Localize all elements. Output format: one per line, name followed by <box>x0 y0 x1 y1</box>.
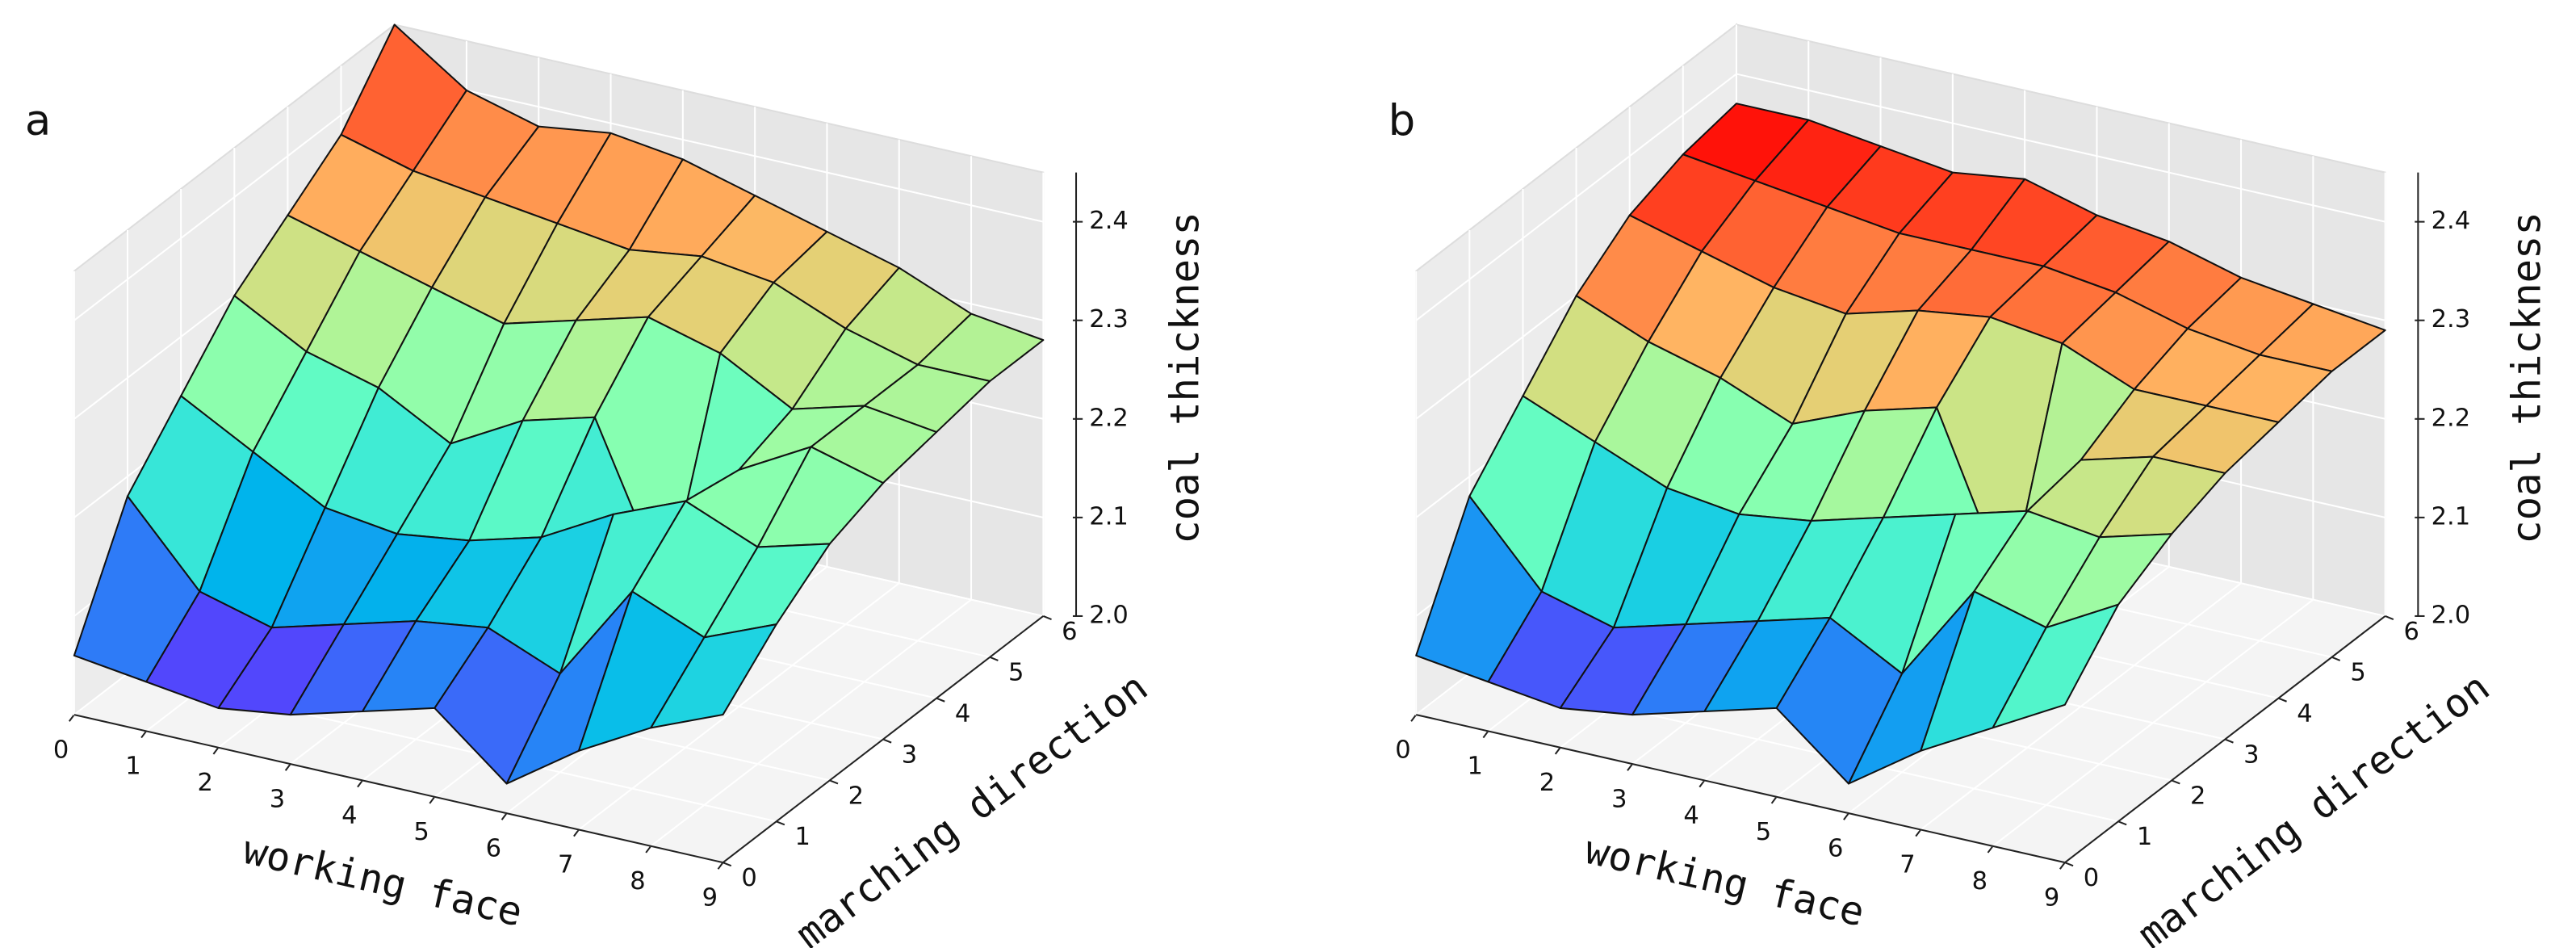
y-tick-label: 5 <box>1008 659 1024 687</box>
x-axis <box>1415 714 2066 864</box>
y-tick <box>936 697 945 703</box>
x-tick-label: 8 <box>630 867 645 896</box>
y-tick-label: 0 <box>741 864 756 892</box>
grid-line <box>1415 73 2385 321</box>
panel: 012345678901234562.02.12.22.32.4aworking… <box>25 23 1208 948</box>
x-tick-label: 4 <box>1683 802 1698 830</box>
x-tick-label: 3 <box>1611 785 1627 813</box>
y-tick-label: 3 <box>902 740 917 769</box>
x-tick <box>284 763 291 771</box>
x-tick-label: 1 <box>1468 753 1483 781</box>
z-tick-label: 2.4 <box>1089 207 1129 235</box>
y-tick-label: 6 <box>2404 618 2419 646</box>
x-tick-label: 3 <box>270 785 285 813</box>
x-tick-label: 5 <box>413 818 429 846</box>
panel-label: a <box>25 96 51 145</box>
z-tick-label: 2.0 <box>2431 601 2471 629</box>
x-tick <box>1627 763 1633 771</box>
y-tick-label: 2 <box>848 782 864 810</box>
y-tick <box>723 862 732 867</box>
z-tick-label: 2.2 <box>1089 404 1129 432</box>
y-tick <box>776 820 785 826</box>
panel-label: b <box>1389 96 1416 145</box>
z-tick-label: 2.2 <box>2431 404 2471 432</box>
x-axis-label: working face <box>1581 827 1869 936</box>
y-tick <box>2331 656 2341 661</box>
z-axis-label: coal thickness <box>1162 212 1208 544</box>
y-tick-label: 5 <box>2350 659 2365 687</box>
y-tick <box>829 779 839 785</box>
y-tick-label: 0 <box>2084 864 2099 892</box>
x-tick <box>1410 714 1418 722</box>
panel: 012345678901234562.02.12.22.32.4bworking… <box>1389 23 2550 948</box>
y-tick-label: 3 <box>2243 740 2259 769</box>
x-tick-label: 2 <box>1539 769 1555 797</box>
x-tick <box>717 862 724 870</box>
x-tick-label: 7 <box>1900 851 1915 879</box>
x-tick-label: 9 <box>2044 883 2059 912</box>
x-tick <box>212 747 220 755</box>
surface-patch <box>650 623 777 729</box>
z-axis-label: coal thickness <box>2504 212 2550 544</box>
y-tick <box>882 738 892 744</box>
x-tick-label: 0 <box>53 736 69 764</box>
x-tick <box>1770 796 1778 804</box>
x-tick-label: 8 <box>1972 867 1987 896</box>
x-tick <box>2059 862 2066 870</box>
x-tick-label: 6 <box>1828 834 1843 862</box>
y-tick-label: 4 <box>955 700 970 728</box>
x-tick-label: 2 <box>198 769 213 797</box>
y-tick <box>2385 615 2394 620</box>
x-tick-label: 7 <box>558 851 573 879</box>
x-tick <box>68 714 75 722</box>
z-tick-label: 2.3 <box>2431 305 2471 333</box>
y-tick <box>2224 738 2234 744</box>
x-tick-label: 6 <box>486 834 501 862</box>
y-tick <box>2117 820 2127 826</box>
x-tick-label: 1 <box>125 753 140 781</box>
x-tick-label: 5 <box>1756 818 1771 846</box>
x-tick <box>140 730 147 739</box>
surface-patch <box>1992 603 2120 729</box>
z-tick-label: 2.0 <box>1089 601 1129 629</box>
x-tick <box>1915 828 1922 837</box>
y-tick-label: 1 <box>795 823 810 851</box>
y-axis <box>2064 615 2386 863</box>
x-tick <box>1554 747 1561 755</box>
x-tick-label: 4 <box>341 802 357 830</box>
y-tick-label: 2 <box>2190 782 2205 810</box>
y-tick <box>2278 697 2287 703</box>
z-tick-label: 2.3 <box>1089 305 1129 333</box>
z-tick-label: 2.1 <box>2431 502 2471 531</box>
x-tick <box>357 779 363 788</box>
x-tick <box>1843 812 1849 820</box>
x-axis-label: working face <box>239 827 527 936</box>
y-axis <box>722 615 1044 863</box>
y-tick <box>2064 862 2074 867</box>
y-tick-label: 4 <box>2297 700 2312 728</box>
y-tick <box>1042 615 1052 620</box>
x-tick <box>1482 730 1489 739</box>
x-tick <box>1987 845 1994 854</box>
z-tick-label: 2.4 <box>2431 207 2471 235</box>
y-tick-label: 1 <box>2137 823 2152 851</box>
z-tick-label: 2.1 <box>1089 502 1129 531</box>
y-tick <box>2171 779 2180 785</box>
x-axis <box>73 714 723 864</box>
x-tick-label: 0 <box>1395 736 1410 764</box>
x-tick <box>1698 779 1706 788</box>
x-tick <box>501 812 508 820</box>
x-tick <box>429 796 436 804</box>
x-tick <box>645 845 652 854</box>
x-tick-label: 9 <box>702 883 718 912</box>
y-tick-label: 6 <box>1062 618 1077 646</box>
y-tick <box>989 656 999 661</box>
x-tick <box>573 828 580 837</box>
